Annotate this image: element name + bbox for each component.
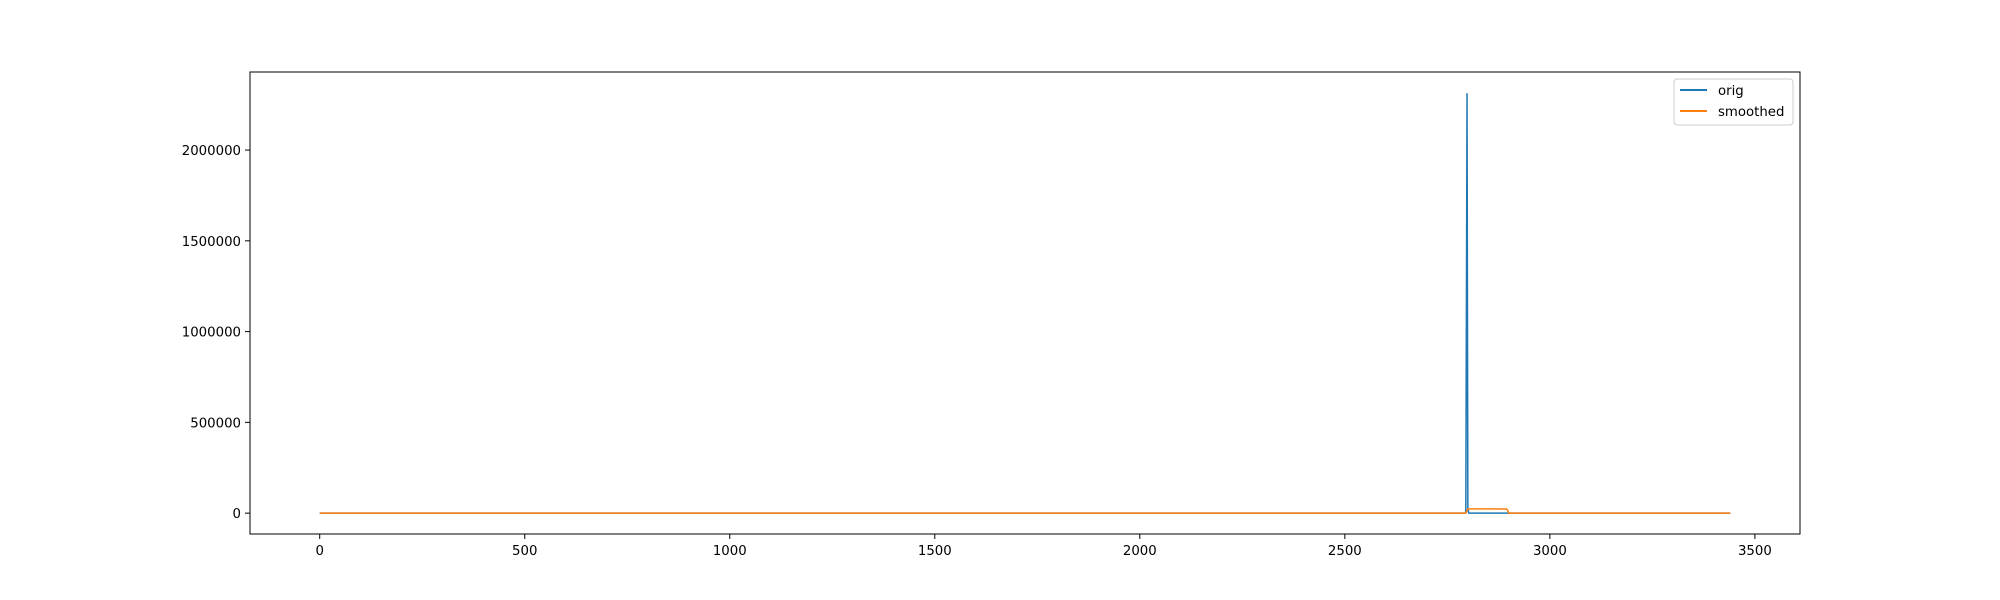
x-axis: 0 500 1000 1500 2000 2500 3000 3500 [315,534,1772,559]
x-tick-label: 0 [315,544,323,559]
x-tick-label: 1500 [918,544,952,559]
x-tick-label: 1000 [713,544,747,559]
y-axis: 0 500000 1000000 1500000 2000000 [182,144,250,522]
plot-frame [249,71,1801,535]
y-tick-label: 1500000 [182,235,241,250]
y-tick-label: 500000 [190,416,241,431]
x-tick-label: 500 [512,544,537,559]
series-layer [319,93,1731,514]
y-tick-label: 2000000 [182,144,241,159]
legend-label-orig: orig [1718,84,1744,99]
x-tick-label: 3500 [1738,544,1772,559]
y-tick-label: 1000000 [182,326,241,341]
legend-label-smoothed: smoothed [1718,105,1784,120]
series-line-orig [319,93,1731,514]
legend: orig smoothed [1673,78,1794,126]
x-tick-label: 3000 [1533,544,1567,559]
x-tick-label: 2500 [1328,544,1362,559]
y-tick-label: 0 [233,507,241,522]
series-line-smoothed [319,508,1731,514]
x-tick-label: 2000 [1123,544,1157,559]
